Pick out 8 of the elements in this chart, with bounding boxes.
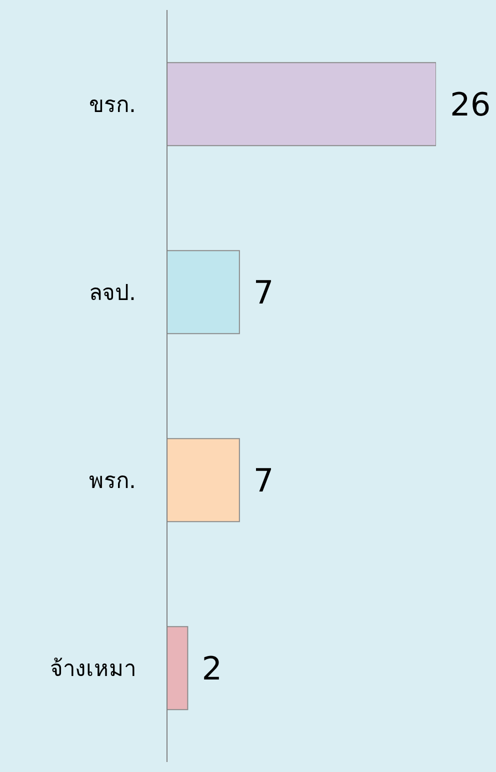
- y-tick-label: ขรก.: [89, 92, 136, 118]
- y-tick-label: จ้างเหมา: [50, 656, 136, 682]
- data-label: 7: [253, 462, 274, 500]
- y-tick-label: ลจป.: [89, 280, 136, 306]
- data-label: 7: [253, 274, 274, 312]
- data-label: 26: [450, 86, 491, 124]
- y-tick-label: พรก.: [89, 468, 136, 494]
- data-label: 2: [202, 650, 222, 688]
